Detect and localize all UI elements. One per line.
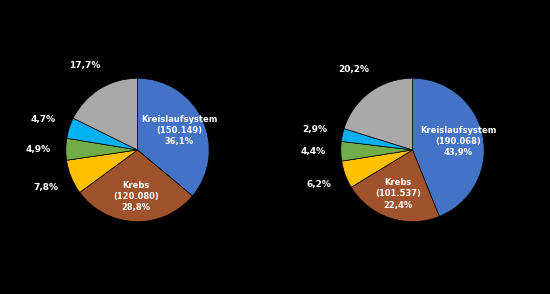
Text: Krebs
(101.537)
22,4%: Krebs (101.537) 22,4%	[375, 178, 421, 210]
Wedge shape	[67, 118, 138, 150]
Text: 6,2%: 6,2%	[307, 180, 332, 189]
Wedge shape	[73, 78, 138, 150]
Text: 4,9%: 4,9%	[25, 145, 51, 153]
Wedge shape	[351, 150, 439, 222]
Text: Kreislaufsystem
(150.149)
36,1%: Kreislaufsystem (150.149) 36,1%	[141, 115, 218, 146]
Wedge shape	[342, 129, 412, 150]
Wedge shape	[341, 141, 412, 161]
Text: Krebs
(120.080)
28,8%: Krebs (120.080) 28,8%	[113, 181, 159, 212]
Wedge shape	[342, 150, 412, 187]
Text: 4,4%: 4,4%	[300, 147, 326, 156]
Wedge shape	[344, 78, 412, 150]
Wedge shape	[67, 150, 138, 193]
Wedge shape	[66, 138, 138, 160]
Text: 7,8%: 7,8%	[33, 183, 58, 192]
Wedge shape	[138, 78, 209, 196]
Text: 4,7%: 4,7%	[30, 115, 56, 124]
Wedge shape	[80, 150, 192, 222]
Text: 2,9%: 2,9%	[302, 125, 328, 134]
Text: 20,2%: 20,2%	[338, 65, 369, 74]
Wedge shape	[412, 78, 484, 216]
Text: Kreislaufsystem
(190.068)
43,9%: Kreislaufsystem (190.068) 43,9%	[420, 126, 496, 157]
Text: 17,7%: 17,7%	[69, 61, 101, 70]
